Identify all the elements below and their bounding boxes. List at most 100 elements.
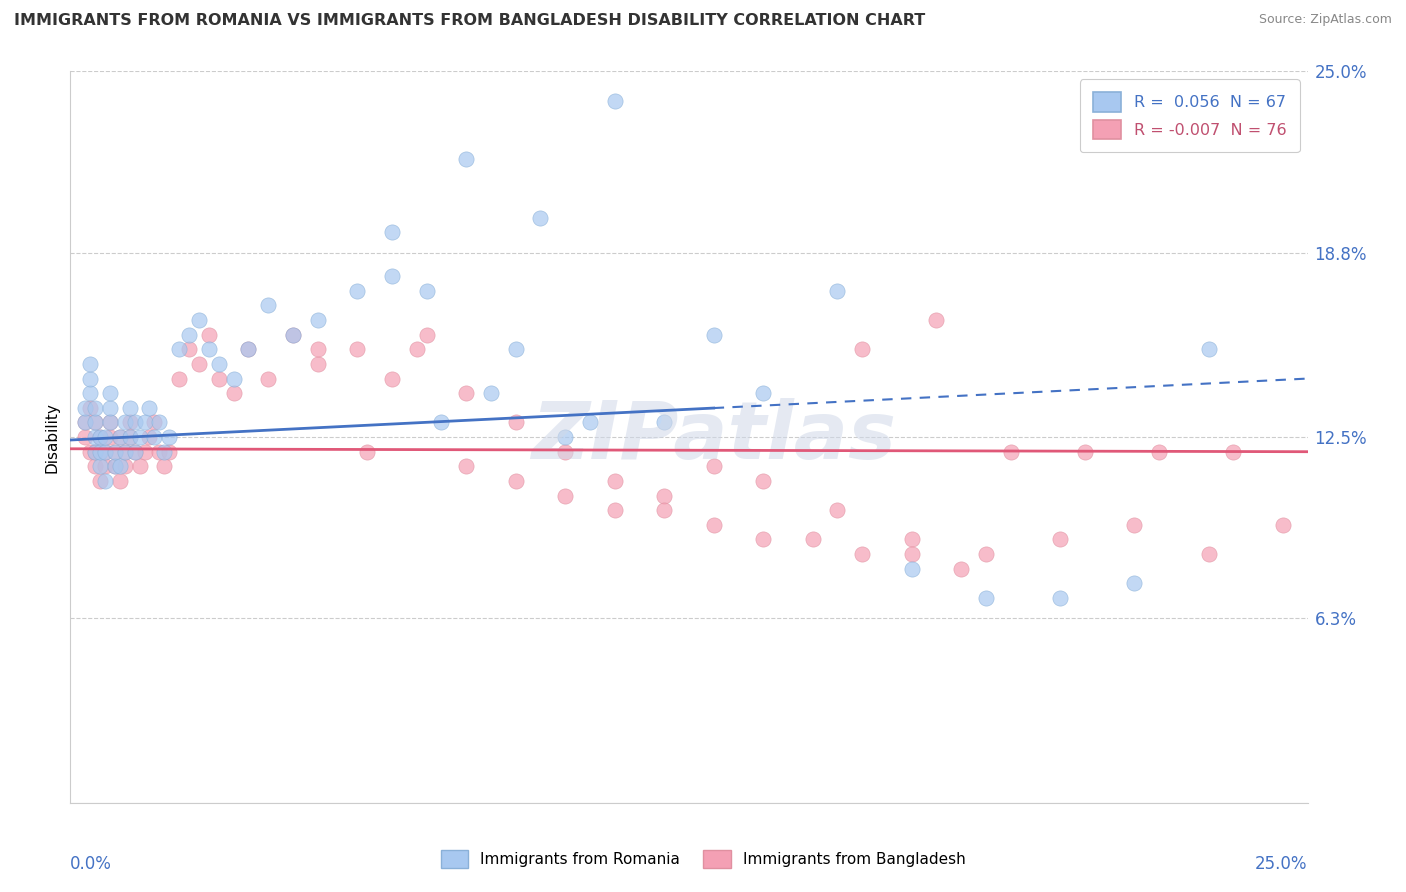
Legend: Immigrants from Romania, Immigrants from Bangladesh: Immigrants from Romania, Immigrants from… xyxy=(433,843,973,875)
Point xyxy=(554,444,576,458)
Point xyxy=(98,401,121,415)
Point xyxy=(98,430,121,444)
Point xyxy=(1000,444,1022,458)
Point xyxy=(134,444,156,458)
Point xyxy=(148,416,170,430)
Point xyxy=(143,416,166,430)
Point xyxy=(148,444,170,458)
Point xyxy=(75,430,97,444)
Point xyxy=(114,416,136,430)
Point xyxy=(157,444,180,458)
Y-axis label: Disability: Disability xyxy=(44,401,59,473)
Point xyxy=(652,416,675,430)
Point xyxy=(108,430,131,444)
Point xyxy=(456,386,478,401)
Point xyxy=(1271,108,1294,122)
Point xyxy=(1222,444,1244,458)
Point xyxy=(104,459,127,474)
Point xyxy=(94,430,117,444)
Point xyxy=(89,444,111,458)
Text: 25.0%: 25.0% xyxy=(1256,855,1308,873)
Point xyxy=(208,371,231,385)
Point xyxy=(479,386,502,401)
Point xyxy=(94,459,117,474)
Point xyxy=(752,474,775,488)
Point xyxy=(124,444,146,458)
Point xyxy=(579,416,602,430)
Text: 0.0%: 0.0% xyxy=(70,855,112,873)
Point xyxy=(118,430,141,444)
Point xyxy=(167,343,190,357)
Point xyxy=(118,430,141,444)
Point xyxy=(554,430,576,444)
Point xyxy=(1123,576,1146,591)
Point xyxy=(222,371,245,385)
Text: ZIPatlas: ZIPatlas xyxy=(531,398,896,476)
Point xyxy=(307,343,329,357)
Point xyxy=(415,327,437,342)
Point xyxy=(827,503,849,517)
Point xyxy=(157,430,180,444)
Point xyxy=(603,503,626,517)
Point xyxy=(138,430,160,444)
Point xyxy=(118,401,141,415)
Point xyxy=(79,401,101,415)
Point xyxy=(1049,591,1071,605)
Point xyxy=(89,430,111,444)
Point xyxy=(405,343,427,357)
Point xyxy=(94,474,117,488)
Point xyxy=(153,459,176,474)
Point xyxy=(346,284,368,298)
Text: Source: ZipAtlas.com: Source: ZipAtlas.com xyxy=(1258,13,1392,27)
Point xyxy=(114,444,136,458)
Point xyxy=(118,416,141,430)
Point xyxy=(381,371,404,385)
Point xyxy=(1123,517,1146,532)
Point xyxy=(124,444,146,458)
Point xyxy=(114,459,136,474)
Point xyxy=(153,444,176,458)
Point xyxy=(89,459,111,474)
Point xyxy=(114,444,136,458)
Point xyxy=(128,459,150,474)
Point xyxy=(84,416,107,430)
Point xyxy=(1147,444,1170,458)
Point xyxy=(430,416,453,430)
Point xyxy=(1198,547,1220,561)
Point xyxy=(603,474,626,488)
Point xyxy=(198,327,221,342)
Point xyxy=(257,371,280,385)
Point xyxy=(79,386,101,401)
Point xyxy=(827,284,849,298)
Point xyxy=(108,459,131,474)
Point xyxy=(208,357,231,371)
Point xyxy=(281,327,304,342)
Point xyxy=(950,562,973,576)
Point xyxy=(703,327,725,342)
Point xyxy=(456,152,478,166)
Point xyxy=(381,269,404,284)
Point xyxy=(143,430,166,444)
Point xyxy=(851,343,873,357)
Point xyxy=(222,386,245,401)
Point xyxy=(84,430,107,444)
Point xyxy=(603,94,626,108)
Point xyxy=(900,562,922,576)
Point xyxy=(167,371,190,385)
Point xyxy=(84,444,107,458)
Point xyxy=(94,444,117,458)
Point xyxy=(307,357,329,371)
Point xyxy=(138,401,160,415)
Point xyxy=(381,225,404,239)
Point xyxy=(124,416,146,430)
Point xyxy=(94,444,117,458)
Point xyxy=(851,547,873,561)
Point xyxy=(554,489,576,503)
Point xyxy=(84,459,107,474)
Legend: R =  0.056  N = 67, R = -0.007  N = 76: R = 0.056 N = 67, R = -0.007 N = 76 xyxy=(1080,79,1299,152)
Point xyxy=(801,533,824,547)
Point xyxy=(79,371,101,385)
Point xyxy=(346,343,368,357)
Point xyxy=(752,533,775,547)
Point xyxy=(75,416,97,430)
